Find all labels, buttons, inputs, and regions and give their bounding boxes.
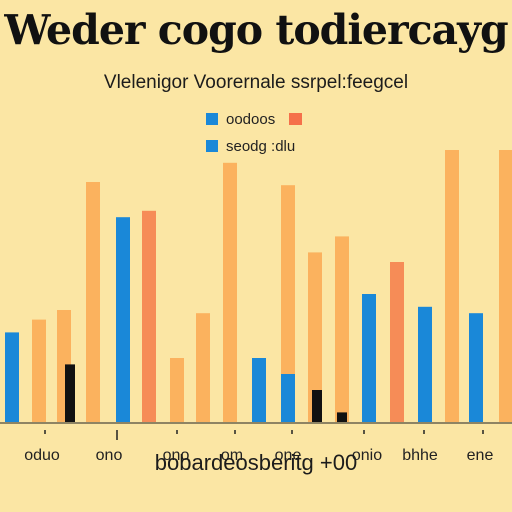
x-axis-label: bobardeosberitg +00 xyxy=(154,450,358,475)
bar-22 xyxy=(499,150,512,422)
bar-3 xyxy=(65,364,75,422)
chart-title: Weder cogo todiercayg xyxy=(4,6,508,54)
bar-21 xyxy=(469,313,483,422)
legend-label-0: oodoos xyxy=(226,111,275,128)
legend-swatch-extra xyxy=(289,113,302,125)
x-tick-label-3: om xyxy=(221,447,243,464)
bar-17 xyxy=(362,294,376,422)
legend-swatch-1 xyxy=(206,140,218,152)
x-tick-label-0: oduo xyxy=(24,447,60,464)
bar-13 xyxy=(308,252,322,422)
bar-11 xyxy=(281,185,295,422)
bar-0 xyxy=(5,332,19,422)
x-tick-label-1: ono xyxy=(96,447,123,464)
legend-label-1: seodg :dlu xyxy=(226,138,295,155)
bar-12 xyxy=(281,374,295,422)
x-tick-label-6: bhhe xyxy=(402,447,438,464)
bar-6 xyxy=(142,210,156,422)
x-tick-label-2: ono xyxy=(163,447,190,464)
x-tick-label-4: one xyxy=(275,447,302,464)
bar-20 xyxy=(445,150,459,422)
bar-8 xyxy=(196,313,210,422)
bar-4 xyxy=(86,182,100,422)
bar-10 xyxy=(252,358,266,422)
chart-subtitle: Vlelenigor Voorernale ssrpel:feegcel xyxy=(103,72,409,93)
x-tick-label-7: ene xyxy=(467,447,494,464)
bar-7 xyxy=(170,358,184,422)
bar-1 xyxy=(32,319,46,422)
bar-9 xyxy=(223,162,237,423)
x-tick-label-5: onio xyxy=(352,447,382,464)
legend-swatch-0 xyxy=(206,113,218,125)
bar-14 xyxy=(312,390,322,422)
bar-5 xyxy=(116,217,130,422)
bar-19 xyxy=(418,306,432,422)
bar-18 xyxy=(390,262,404,422)
bar-16 xyxy=(337,412,347,422)
bar-15 xyxy=(335,236,349,422)
